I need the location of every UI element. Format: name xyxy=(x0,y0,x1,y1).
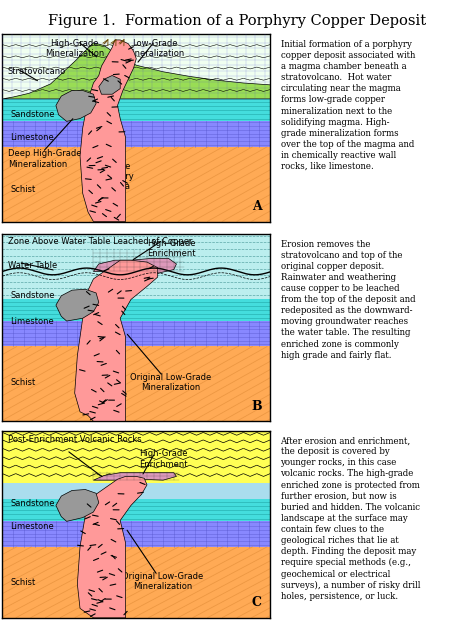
Text: Low-Grade
Mineralization: Low-Grade Mineralization xyxy=(126,39,185,59)
Bar xyxy=(2,234,270,299)
Text: Limestone: Limestone xyxy=(10,522,54,531)
Text: Figure 1.  Formation of a Porphyry Copper Deposit: Figure 1. Formation of a Porphyry Copper… xyxy=(48,14,426,27)
Bar xyxy=(2,147,270,222)
Bar xyxy=(2,547,270,618)
Bar xyxy=(2,499,270,522)
Text: After erosion and enrichment,
the deposit is covered by
younger rocks, in this c: After erosion and enrichment, the deposi… xyxy=(281,436,420,601)
Polygon shape xyxy=(2,42,270,99)
Polygon shape xyxy=(56,290,99,321)
Bar xyxy=(2,346,270,421)
Text: Sandstone: Sandstone xyxy=(10,110,55,119)
Text: Sandstone: Sandstone xyxy=(10,499,55,508)
Text: Original Low-Grade
Mineralization: Original Low-Grade Mineralization xyxy=(130,373,212,392)
Text: Original Low-Grade
Mineralization: Original Low-Grade Mineralization xyxy=(122,572,204,592)
Text: Stratovolcano: Stratovolcano xyxy=(8,67,66,76)
Bar xyxy=(2,321,270,346)
Text: Granite
Porphyry: Granite Porphyry xyxy=(85,369,123,389)
Text: Deep High-Grade
Mineralization: Deep High-Grade Mineralization xyxy=(8,150,81,169)
Polygon shape xyxy=(56,489,99,522)
Text: High-Grade
Mineralization: High-Grade Mineralization xyxy=(45,39,104,59)
Text: Limestone: Limestone xyxy=(10,133,54,142)
Text: Schist: Schist xyxy=(10,578,36,587)
Bar xyxy=(2,121,270,147)
Polygon shape xyxy=(99,76,120,94)
Text: Sandstone: Sandstone xyxy=(10,291,55,300)
Bar xyxy=(2,99,270,121)
Text: Schist: Schist xyxy=(10,378,36,387)
Text: Zone Above Water Table Leached of Copper: Zone Above Water Table Leached of Copper xyxy=(8,237,192,246)
Text: Water Table: Water Table xyxy=(8,261,57,270)
Polygon shape xyxy=(80,40,136,222)
Polygon shape xyxy=(77,477,147,618)
Polygon shape xyxy=(75,260,158,421)
Polygon shape xyxy=(56,90,96,121)
Text: Post-Enrichment Volcanic Rocks: Post-Enrichment Volcanic Rocks xyxy=(8,436,141,444)
Text: High-Grade
Enrichment: High-Grade Enrichment xyxy=(147,239,195,258)
Text: Granite
Porphyry
Magma: Granite Porphyry Magma xyxy=(96,162,134,192)
Text: Initial formation of a porphyry
copper deposit associated with
a magma chamber b: Initial formation of a porphyry copper d… xyxy=(281,40,415,171)
Text: A: A xyxy=(252,200,262,213)
Text: High-Grade
Enrichment: High-Grade Enrichment xyxy=(139,449,187,469)
Bar xyxy=(2,431,270,483)
Bar xyxy=(2,522,270,547)
Polygon shape xyxy=(93,473,176,480)
Bar xyxy=(2,483,270,499)
Text: Limestone: Limestone xyxy=(10,317,54,326)
Text: C: C xyxy=(252,597,262,609)
Bar xyxy=(2,299,270,321)
Polygon shape xyxy=(93,258,176,273)
Text: Erosion removes the
stratovolcano and top of the
original copper deposit.
Rainwa: Erosion removes the stratovolcano and to… xyxy=(281,240,415,359)
Text: B: B xyxy=(251,400,262,413)
Text: Schist: Schist xyxy=(10,185,36,194)
Bar xyxy=(2,34,270,99)
